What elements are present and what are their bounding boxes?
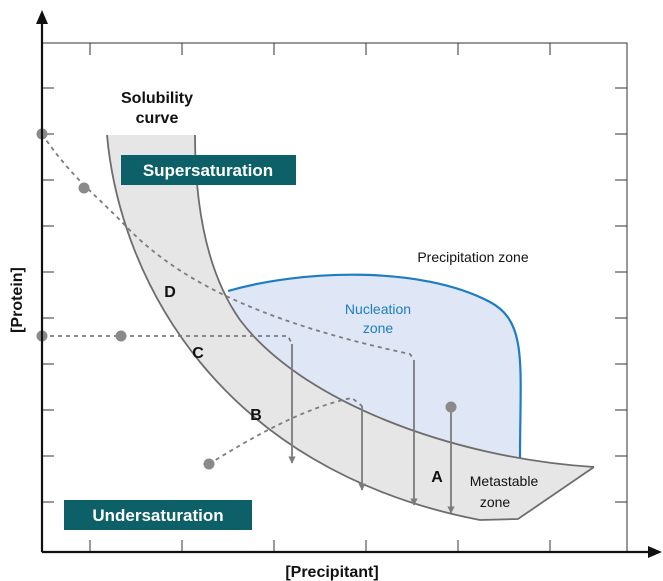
solubility-curve-label-line2: curve [136, 110, 179, 127]
metastable-zone-label-line1: Metastable [470, 473, 539, 489]
path-label-a: A [431, 469, 443, 486]
point-c-mid [115, 330, 127, 342]
tick-marks [42, 43, 627, 552]
nucleation-zone-label-line2: zone [363, 320, 394, 336]
point-d-mid [78, 182, 90, 194]
supersaturation-label: Supersaturation [143, 161, 273, 180]
metastable-zone-label-line2: zone [480, 494, 511, 510]
path-label-c: C [192, 345, 204, 362]
y-axis-arrowhead [36, 10, 48, 24]
x-axis-arrowhead [648, 546, 662, 558]
undersaturation-label: Undersaturation [92, 506, 223, 525]
x-axis-label: [Precipitant] [285, 564, 378, 581]
solubility-curve-upper [194, 134, 595, 468]
precipitation-zone-label: Precipitation zone [417, 249, 529, 265]
solubility-curve-label-line1: Solubility [121, 90, 193, 107]
point-a-start [445, 401, 457, 413]
nucleation-zone-label-line1: Nucleation [345, 301, 411, 317]
axes [36, 10, 662, 558]
y-axis-label: [Protein] [9, 267, 26, 333]
solubility-curve-lower [106, 134, 595, 521]
path-label-d: D [164, 284, 176, 301]
path-label-b: B [250, 407, 262, 424]
supersaturation-badge [121, 155, 296, 185]
point-b-start [203, 458, 215, 470]
undersaturation-badge [64, 500, 252, 530]
nucleation-zone-boundary [227, 273, 522, 461]
